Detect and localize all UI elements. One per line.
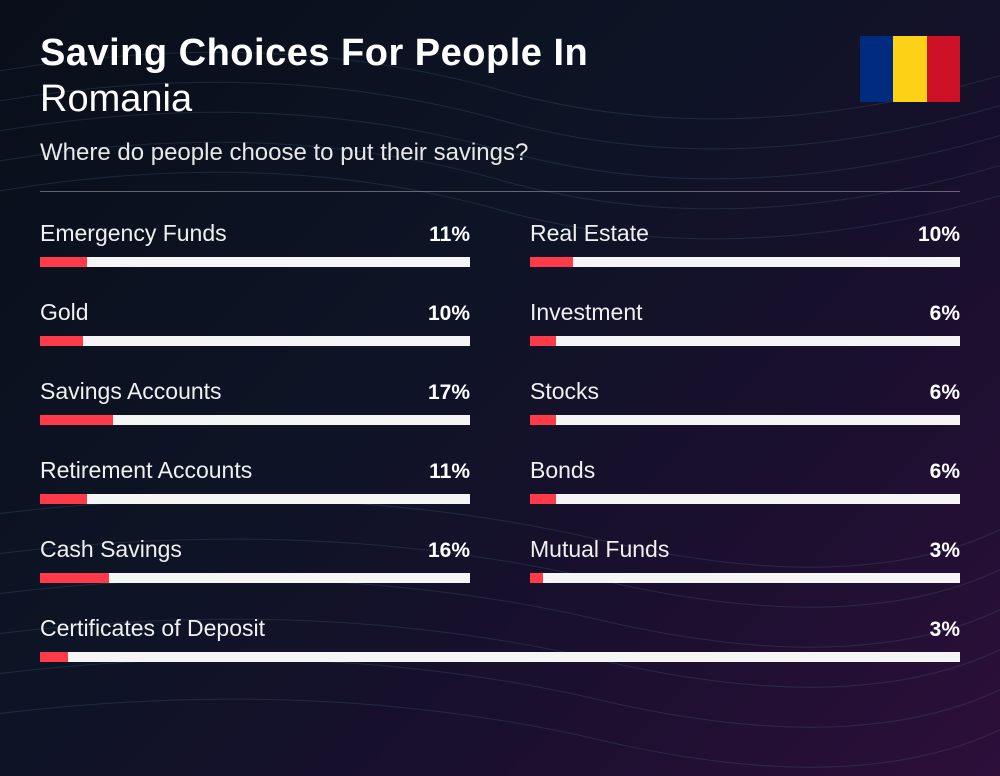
bar-track bbox=[530, 415, 960, 425]
bar-item: Savings Accounts 17% bbox=[40, 378, 470, 425]
bar-fill bbox=[40, 336, 83, 346]
title-country: Romania bbox=[40, 78, 860, 121]
bar-label: Retirement Accounts bbox=[40, 457, 252, 484]
bar-item-header: Bonds 6% bbox=[530, 457, 960, 484]
bar-item-header: Emergency Funds 11% bbox=[40, 220, 470, 247]
flag-stripe-blue bbox=[860, 36, 893, 102]
divider bbox=[40, 191, 960, 192]
bar-fill bbox=[40, 494, 87, 504]
bar-track bbox=[40, 494, 470, 504]
bar-track bbox=[530, 494, 960, 504]
title-row: Saving Choices For People In Romania bbox=[40, 32, 960, 121]
bar-value: 3% bbox=[930, 539, 960, 563]
bar-label: Stocks bbox=[530, 378, 599, 405]
bar-fill bbox=[40, 573, 109, 583]
bar-fill bbox=[530, 257, 573, 267]
bar-track bbox=[40, 652, 960, 662]
bar-value: 11% bbox=[429, 223, 470, 247]
bar-label: Cash Savings bbox=[40, 536, 182, 563]
bar-label: Bonds bbox=[530, 457, 595, 484]
bar-fill bbox=[40, 652, 68, 662]
bar-item-header: Savings Accounts 17% bbox=[40, 378, 470, 405]
bar-track bbox=[530, 257, 960, 267]
bar-value: 17% bbox=[428, 381, 470, 405]
bar-item: Gold 10% bbox=[40, 299, 470, 346]
bar-item-header: Mutual Funds 3% bbox=[530, 536, 960, 563]
bar-fill bbox=[530, 415, 556, 425]
subtitle: Where do people choose to put their savi… bbox=[40, 139, 960, 167]
flag-stripe-yellow bbox=[893, 36, 926, 102]
bars-grid: Emergency Funds 11% Real Estate 10% Gold 10% I… bbox=[40, 220, 960, 662]
bar-value: 6% bbox=[930, 381, 960, 405]
bar-item: Real Estate 10% bbox=[530, 220, 960, 267]
bar-fill bbox=[530, 336, 556, 346]
bar-value: 3% bbox=[930, 618, 960, 642]
header: Saving Choices For People In Romania Whe… bbox=[40, 32, 960, 192]
bar-value: 10% bbox=[428, 302, 470, 326]
bar-item: Retirement Accounts 11% bbox=[40, 457, 470, 504]
bar-label: Investment bbox=[530, 299, 643, 326]
bar-track bbox=[530, 336, 960, 346]
bar-label: Savings Accounts bbox=[40, 378, 222, 405]
bar-item-header: Real Estate 10% bbox=[530, 220, 960, 247]
bar-item: Stocks 6% bbox=[530, 378, 960, 425]
bar-track bbox=[40, 257, 470, 267]
bar-track bbox=[40, 336, 470, 346]
bar-item-header: Certificates of Deposit 3% bbox=[40, 615, 960, 642]
bar-value: 16% bbox=[428, 539, 470, 563]
romania-flag-icon bbox=[860, 36, 960, 102]
bar-item: Investment 6% bbox=[530, 299, 960, 346]
bar-item-header: Gold 10% bbox=[40, 299, 470, 326]
bar-item-header: Stocks 6% bbox=[530, 378, 960, 405]
bar-label: Emergency Funds bbox=[40, 220, 227, 247]
bar-item: Mutual Funds 3% bbox=[530, 536, 960, 583]
title-main: Saving Choices For People In bbox=[40, 32, 860, 76]
bar-item: Cash Savings 16% bbox=[40, 536, 470, 583]
bar-value: 6% bbox=[930, 460, 960, 484]
bar-item: Emergency Funds 11% bbox=[40, 220, 470, 267]
bar-value: 11% bbox=[429, 460, 470, 484]
bar-item-header: Investment 6% bbox=[530, 299, 960, 326]
bar-label: Certificates of Deposit bbox=[40, 615, 265, 642]
bar-track bbox=[530, 573, 960, 583]
bar-label: Mutual Funds bbox=[530, 536, 669, 563]
bar-item-header: Cash Savings 16% bbox=[40, 536, 470, 563]
bar-track bbox=[40, 415, 470, 425]
bar-item: Bonds 6% bbox=[530, 457, 960, 504]
bar-fill bbox=[40, 415, 113, 425]
bar-item-header: Retirement Accounts 11% bbox=[40, 457, 470, 484]
bar-label: Gold bbox=[40, 299, 89, 326]
bar-item: Certificates of Deposit 3% bbox=[40, 615, 960, 662]
bar-fill bbox=[530, 573, 543, 583]
flag-stripe-red bbox=[927, 36, 960, 102]
title-block: Saving Choices For People In Romania bbox=[40, 32, 860, 121]
bar-value: 10% bbox=[918, 223, 960, 247]
bar-fill bbox=[40, 257, 87, 267]
bar-label: Real Estate bbox=[530, 220, 649, 247]
bar-track bbox=[40, 573, 470, 583]
bar-value: 6% bbox=[930, 302, 960, 326]
bar-fill bbox=[530, 494, 556, 504]
